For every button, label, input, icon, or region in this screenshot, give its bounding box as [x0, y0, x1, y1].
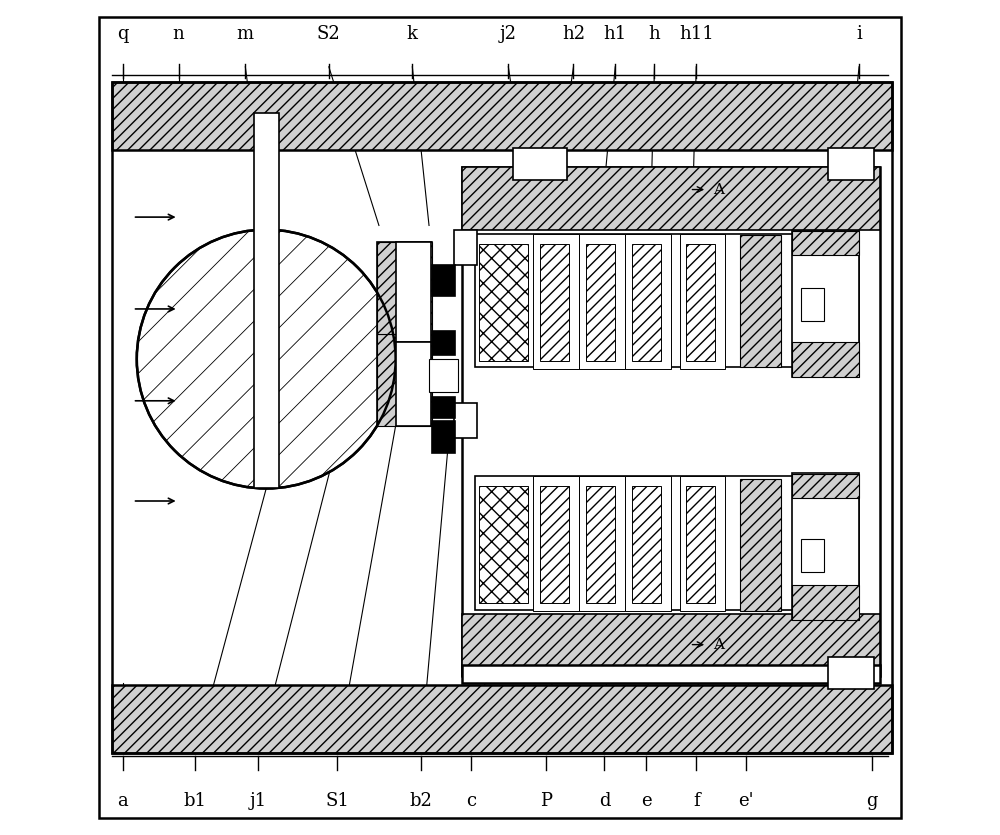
Text: h2: h2: [562, 25, 585, 43]
Bar: [686, 244, 715, 361]
Bar: [801, 539, 824, 572]
Bar: [801, 288, 824, 321]
Text: i: i: [856, 25, 862, 43]
Text: c: c: [466, 792, 476, 810]
Bar: [112, 685, 892, 753]
Bar: [792, 473, 859, 620]
Bar: [112, 82, 892, 753]
Bar: [533, 234, 579, 369]
Text: A: A: [713, 638, 724, 651]
Text: d: d: [599, 792, 610, 810]
Bar: [396, 242, 431, 342]
Bar: [432, 331, 455, 355]
Bar: [454, 403, 477, 438]
Text: q: q: [117, 25, 128, 43]
Bar: [377, 242, 432, 334]
Text: a: a: [117, 792, 128, 810]
Bar: [579, 476, 625, 611]
Bar: [740, 235, 781, 367]
Bar: [792, 474, 859, 498]
Bar: [625, 234, 671, 369]
Bar: [462, 614, 880, 676]
Bar: [828, 657, 874, 689]
Text: h1: h1: [604, 25, 627, 43]
Bar: [254, 113, 279, 488]
Bar: [792, 231, 859, 255]
Circle shape: [137, 230, 396, 488]
Bar: [513, 148, 567, 180]
Bar: [462, 167, 880, 230]
Bar: [479, 486, 528, 603]
Bar: [632, 244, 661, 361]
Text: f: f: [693, 792, 700, 810]
Bar: [792, 231, 859, 377]
Bar: [586, 486, 615, 603]
Bar: [579, 234, 625, 369]
Bar: [377, 334, 432, 426]
Bar: [462, 167, 880, 676]
Bar: [432, 265, 455, 296]
Bar: [432, 397, 455, 418]
Text: m: m: [237, 25, 254, 43]
Bar: [112, 82, 892, 150]
Text: e: e: [641, 792, 651, 810]
Text: j2: j2: [500, 25, 517, 43]
Bar: [475, 476, 859, 610]
Text: A: A: [713, 183, 724, 196]
Bar: [586, 244, 615, 361]
Bar: [396, 342, 431, 426]
Bar: [432, 421, 455, 453]
Bar: [454, 230, 477, 265]
Text: b2: b2: [409, 792, 432, 810]
Bar: [792, 584, 859, 620]
Text: S2: S2: [317, 25, 341, 43]
Bar: [540, 486, 569, 603]
Bar: [792, 342, 859, 377]
Bar: [632, 486, 661, 603]
Bar: [462, 665, 880, 683]
Bar: [429, 359, 458, 392]
Bar: [475, 234, 859, 367]
Text: P: P: [540, 792, 552, 810]
Text: k: k: [407, 25, 418, 43]
Text: b1: b1: [184, 792, 207, 810]
Text: e': e': [739, 792, 754, 810]
Bar: [680, 476, 725, 611]
Text: g: g: [866, 792, 877, 810]
Bar: [540, 244, 569, 361]
Bar: [625, 476, 671, 611]
Text: j1: j1: [249, 792, 266, 810]
Text: n: n: [173, 25, 184, 43]
Bar: [479, 244, 528, 361]
Bar: [377, 242, 432, 426]
Text: h: h: [649, 25, 660, 43]
Bar: [740, 479, 781, 611]
Text: S1: S1: [325, 792, 349, 810]
Bar: [533, 476, 579, 611]
Bar: [686, 486, 715, 603]
Text: h11: h11: [679, 25, 714, 43]
Bar: [680, 234, 725, 369]
Bar: [828, 148, 874, 180]
